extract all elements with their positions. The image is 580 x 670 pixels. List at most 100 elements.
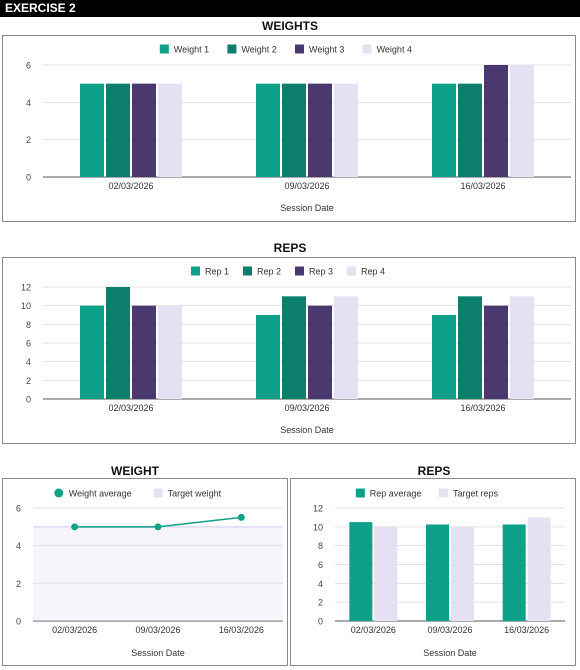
bar-rep-4 [334, 296, 358, 399]
y-tick-label: 6 [26, 61, 31, 71]
bar-weight-3 [132, 83, 156, 177]
point-weight-average [154, 523, 162, 531]
y-tick-label: 4 [16, 541, 21, 551]
bar-rep-1 [80, 305, 104, 399]
bar-weight-2 [458, 83, 482, 177]
x-axis-label: Session Date [423, 648, 477, 658]
legend-swatch [159, 44, 169, 54]
weight-avg-chart-title: WEIGHT [111, 464, 159, 478]
x-axis-label: Session Date [280, 425, 334, 435]
legend-label: Rep average [370, 489, 422, 499]
weight-avg-chart-panel: 0 2 4 6 Weight average Target weight 02/03/202… [2, 478, 288, 666]
legend-swatch [295, 266, 304, 276]
y-tick-label: 12 [313, 504, 323, 514]
weights-chart-title: WEIGHTS [262, 19, 318, 33]
x-tick-label: 16/03/2026 [460, 181, 505, 191]
bar-rep-2 [282, 296, 306, 399]
legend-swatch [362, 44, 372, 54]
bar-rep-average [349, 522, 373, 621]
y-tick-label: 10 [21, 301, 31, 311]
x-tick-label: 16/03/2026 [219, 625, 264, 635]
legend-swatch [439, 488, 448, 498]
legend-swatch [191, 266, 200, 276]
legend-swatch [347, 266, 356, 276]
bar-rep-3 [308, 305, 332, 399]
legend-marker [54, 488, 64, 498]
bar-rep-3 [484, 305, 508, 399]
bar-rep-2 [106, 287, 130, 399]
y-tick-label: 2 [318, 598, 323, 608]
bar-rep-3 [132, 305, 156, 399]
point-weight-average [71, 523, 79, 531]
bar-rep-average [502, 524, 526, 621]
legend-label: Rep 3 [309, 267, 333, 277]
y-tick-label: 0 [26, 173, 31, 183]
bar-weight-4 [158, 83, 182, 177]
x-axis-label: Session Date [131, 648, 185, 658]
x-tick-label: 16/03/2026 [460, 403, 505, 413]
bar-weight-1 [80, 83, 104, 177]
y-tick-label: 2 [26, 376, 31, 386]
bar-weight-1 [432, 83, 456, 177]
legend-swatch [243, 266, 252, 276]
legend-label: Weight 3 [309, 45, 344, 55]
x-tick-label: 09/03/2026 [284, 181, 329, 191]
reps-avg-chart-title: REPS [417, 464, 451, 478]
y-tick-label: 6 [318, 560, 323, 570]
y-tick-label: 10 [313, 522, 323, 532]
bar-rep-4 [510, 296, 534, 399]
legend-swatch [355, 488, 365, 498]
weights-chart: 0 2 4 6 Weight 1 Weight 2 Weight 3 Weight 4 02/0… [26, 44, 571, 213]
weight-avg-chart: 0 2 4 6 Weight average Target weight 02/03/202… [16, 488, 283, 658]
x-tick-label: 09/03/2026 [284, 403, 329, 413]
reps-chart-title: REPS [273, 241, 307, 255]
y-tick-label: 4 [26, 98, 31, 108]
bar-rep-4 [158, 305, 182, 399]
bar-rep-1 [256, 315, 280, 399]
bar-weight-4 [510, 65, 534, 177]
y-tick-label: 0 [26, 395, 31, 405]
y-tick-label: 0 [16, 617, 21, 627]
legend-swatch [153, 488, 163, 498]
x-tick-label: 09/03/2026 [135, 625, 180, 635]
point-weight-average [237, 513, 245, 521]
x-tick-label: 09/03/2026 [427, 625, 472, 635]
y-tick-label: 6 [16, 504, 21, 514]
legend-label: Target reps [453, 489, 499, 499]
weights-chart-panel: 0 2 4 6 Weight 1 Weight 2 Weight 3 Weight 4 02/0… [2, 35, 576, 222]
bar-target-reps [527, 517, 551, 621]
area-target-weight [33, 526, 283, 621]
legend-label: Weight 4 [377, 45, 412, 55]
bar-rep-2 [458, 296, 482, 399]
y-tick-label: 0 [318, 617, 323, 627]
legend-swatch [295, 44, 304, 54]
y-tick-label: 4 [318, 579, 323, 589]
y-tick-label: 2 [16, 579, 21, 589]
bar-target-reps [451, 526, 474, 621]
x-axis-label: Session Date [280, 203, 334, 213]
x-tick-label: 02/03/2026 [351, 625, 396, 635]
y-tick-label: 12 [21, 283, 31, 293]
bar-weight-2 [282, 83, 306, 177]
reps-chart: 0 2 4 6 8 10 12 Rep 1 Rep 2 Rep 3 Rep 4 02/03/2026 0… [21, 266, 571, 435]
legend-label: Weight 1 [174, 45, 209, 55]
bar-weight-4 [334, 83, 358, 177]
legend-label: Rep 4 [361, 267, 385, 277]
reps-avg-chart-panel: 0 2 4 6 8 10 12 Rep average Target reps 02/03/202… [290, 478, 576, 666]
y-tick-label: 4 [26, 357, 31, 367]
legend-label: Rep 1 [205, 267, 229, 277]
legend-label: Rep 2 [257, 267, 281, 277]
y-tick-label: 8 [26, 320, 31, 330]
bar-rep-average [426, 524, 449, 621]
x-tick-label: 16/03/2026 [504, 625, 549, 635]
exercise-title: EXERCISE 2 [5, 1, 76, 15]
x-tick-label: 02/03/2026 [108, 403, 153, 413]
bar-target-reps [374, 526, 398, 621]
x-tick-label: 02/03/2026 [52, 625, 97, 635]
legend-label: Weight average [69, 489, 132, 499]
y-tick-label: 6 [26, 339, 31, 349]
x-tick-label: 02/03/2026 [108, 181, 153, 191]
reps-avg-chart: 0 2 4 6 8 10 12 Rep average Target reps 02/03/202… [313, 488, 565, 658]
bar-rep-1 [432, 315, 456, 399]
exercise-header: EXERCISE 2 [0, 0, 580, 17]
